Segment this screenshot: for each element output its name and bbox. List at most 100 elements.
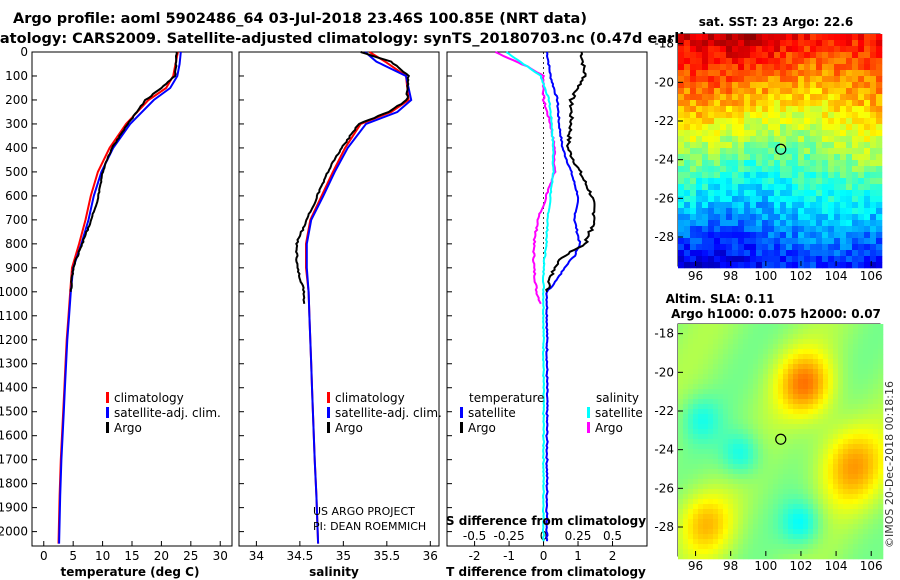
sst-cell	[810, 232, 817, 239]
sst-cell	[780, 94, 787, 101]
sst-cell	[732, 232, 739, 239]
sla-cell	[808, 459, 814, 465]
sst-cell	[702, 214, 709, 221]
sst-cell	[822, 178, 829, 185]
sst-cell	[822, 208, 829, 215]
sla-cell	[693, 329, 699, 335]
sla-cell	[708, 424, 714, 430]
sla-cell	[703, 524, 709, 530]
sst-cell	[744, 232, 751, 239]
sla-cell	[738, 544, 744, 550]
sst-cell	[786, 208, 793, 215]
sst-cell	[708, 202, 715, 209]
sst-cell	[858, 238, 865, 245]
temperature-xlabel: temperature (deg C)	[61, 565, 200, 579]
sla-cell	[793, 494, 799, 500]
sst-cell	[762, 208, 769, 215]
sla-cell	[723, 464, 729, 470]
sla-cell	[698, 419, 704, 425]
sst-cell	[762, 130, 769, 137]
sst-cell	[786, 232, 793, 239]
sla-cell	[853, 424, 859, 430]
sla-cell	[858, 519, 864, 525]
sst-cell	[876, 226, 883, 233]
sst-cell	[828, 76, 835, 83]
sst-cell	[756, 40, 763, 47]
sst-cell	[852, 178, 859, 185]
sla-cell	[728, 539, 734, 545]
sla-cell	[773, 394, 779, 400]
sst-cell	[798, 178, 805, 185]
sla-cell	[793, 534, 799, 540]
sla-cell	[808, 384, 814, 390]
sla-cell	[753, 384, 759, 390]
sst-cell	[684, 208, 691, 215]
sst-cell	[738, 154, 745, 161]
sst-cell	[852, 118, 859, 125]
sst-cell	[876, 142, 883, 149]
sla-cell	[843, 469, 849, 475]
sst-cell	[690, 172, 697, 179]
sst-cell	[864, 166, 871, 173]
sla-cell	[773, 544, 779, 550]
sla-cell	[703, 509, 709, 515]
sst-cell	[768, 208, 775, 215]
sla-cell	[778, 324, 784, 330]
sla-cell	[713, 534, 719, 540]
sst-cell	[870, 190, 877, 197]
sla-cell	[868, 509, 874, 515]
sla-cell	[878, 404, 884, 410]
legend-label-climatology: climatology	[114, 391, 184, 405]
sla-cell	[863, 404, 869, 410]
sla-cell	[803, 369, 809, 375]
sst-cell	[816, 94, 823, 101]
sla-cell	[823, 324, 829, 330]
sla-cell	[713, 544, 719, 550]
sla-cell	[853, 494, 859, 500]
sla-cell	[878, 419, 884, 425]
sst-cell	[714, 232, 721, 239]
sla-cell	[848, 359, 854, 365]
sla-cell	[823, 379, 829, 385]
sst-cell	[732, 220, 739, 227]
sla-cell	[703, 334, 709, 340]
sst-cell	[732, 160, 739, 167]
sst-cell	[870, 64, 877, 71]
sst-cell	[708, 100, 715, 107]
sla-cell	[678, 549, 684, 555]
sst-cell	[762, 94, 769, 101]
sst-cell	[750, 166, 757, 173]
sla-cell	[678, 379, 684, 385]
sst-cell	[798, 196, 805, 203]
sla-cell	[698, 549, 704, 555]
sla-cell	[718, 549, 724, 555]
sla-cell	[698, 479, 704, 485]
sst-cell	[816, 202, 823, 209]
sla-cell	[843, 449, 849, 455]
sla-cell	[718, 409, 724, 415]
sst-cell	[768, 220, 775, 227]
sst-cell	[780, 58, 787, 65]
sst-cell	[678, 160, 685, 167]
sla-cell	[678, 509, 684, 515]
sla-cell	[683, 539, 689, 545]
sst-cell	[684, 238, 691, 245]
sla-cell	[823, 399, 829, 405]
sst-cell	[822, 202, 829, 209]
sst-cell	[678, 88, 685, 95]
sst-cell	[690, 154, 697, 161]
sla-cell	[773, 464, 779, 470]
sla-cell	[708, 519, 714, 525]
sla-cell	[768, 489, 774, 495]
sla-cell	[778, 479, 784, 485]
sla-cell	[688, 444, 694, 450]
sst-cell	[738, 124, 745, 131]
sla-cell	[723, 364, 729, 370]
sla-cell	[683, 554, 689, 560]
sst-cell	[816, 238, 823, 245]
sla-cell	[718, 364, 724, 370]
sla-cell	[878, 479, 884, 485]
sst-cell	[840, 142, 847, 149]
sla-cell	[763, 519, 769, 525]
sla-cell	[878, 454, 884, 460]
